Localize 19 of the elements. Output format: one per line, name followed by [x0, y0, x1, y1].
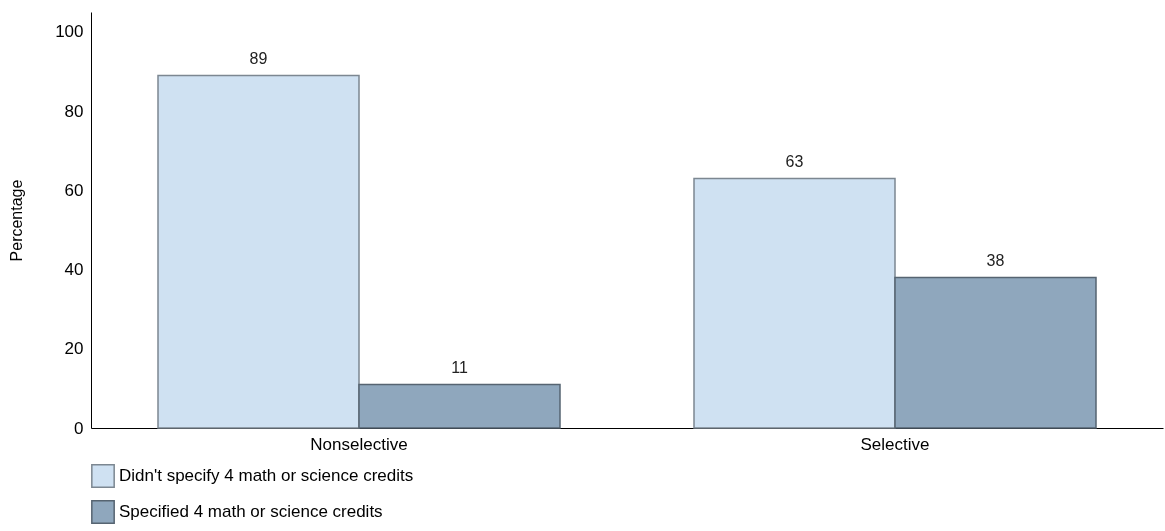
- bar: [157, 74, 360, 429]
- data-label: 38: [986, 252, 1005, 270]
- data-label: 89: [249, 50, 268, 68]
- y-axis-title: Percentage: [8, 179, 26, 262]
- y-tick-label: 40: [64, 260, 84, 280]
- data-label: 11: [451, 359, 468, 377]
- legend-label: Didn't specify 4 math or science credits: [119, 466, 414, 485]
- y-tick-label: 20: [64, 339, 84, 359]
- x-tick-label: Nonselective: [310, 434, 408, 454]
- y-tick-label: 0: [74, 418, 84, 438]
- bar: [894, 276, 1097, 429]
- y-tick-label: 60: [64, 180, 84, 200]
- y-tick-label: 80: [64, 101, 84, 121]
- y-tick-label: 100: [55, 22, 84, 42]
- bar: [358, 383, 561, 429]
- x-tick-label: Selective: [860, 434, 930, 454]
- data-label: 63: [785, 153, 804, 171]
- legend-label: Specified 4 math or science credits: [119, 502, 383, 521]
- bar: [693, 177, 896, 429]
